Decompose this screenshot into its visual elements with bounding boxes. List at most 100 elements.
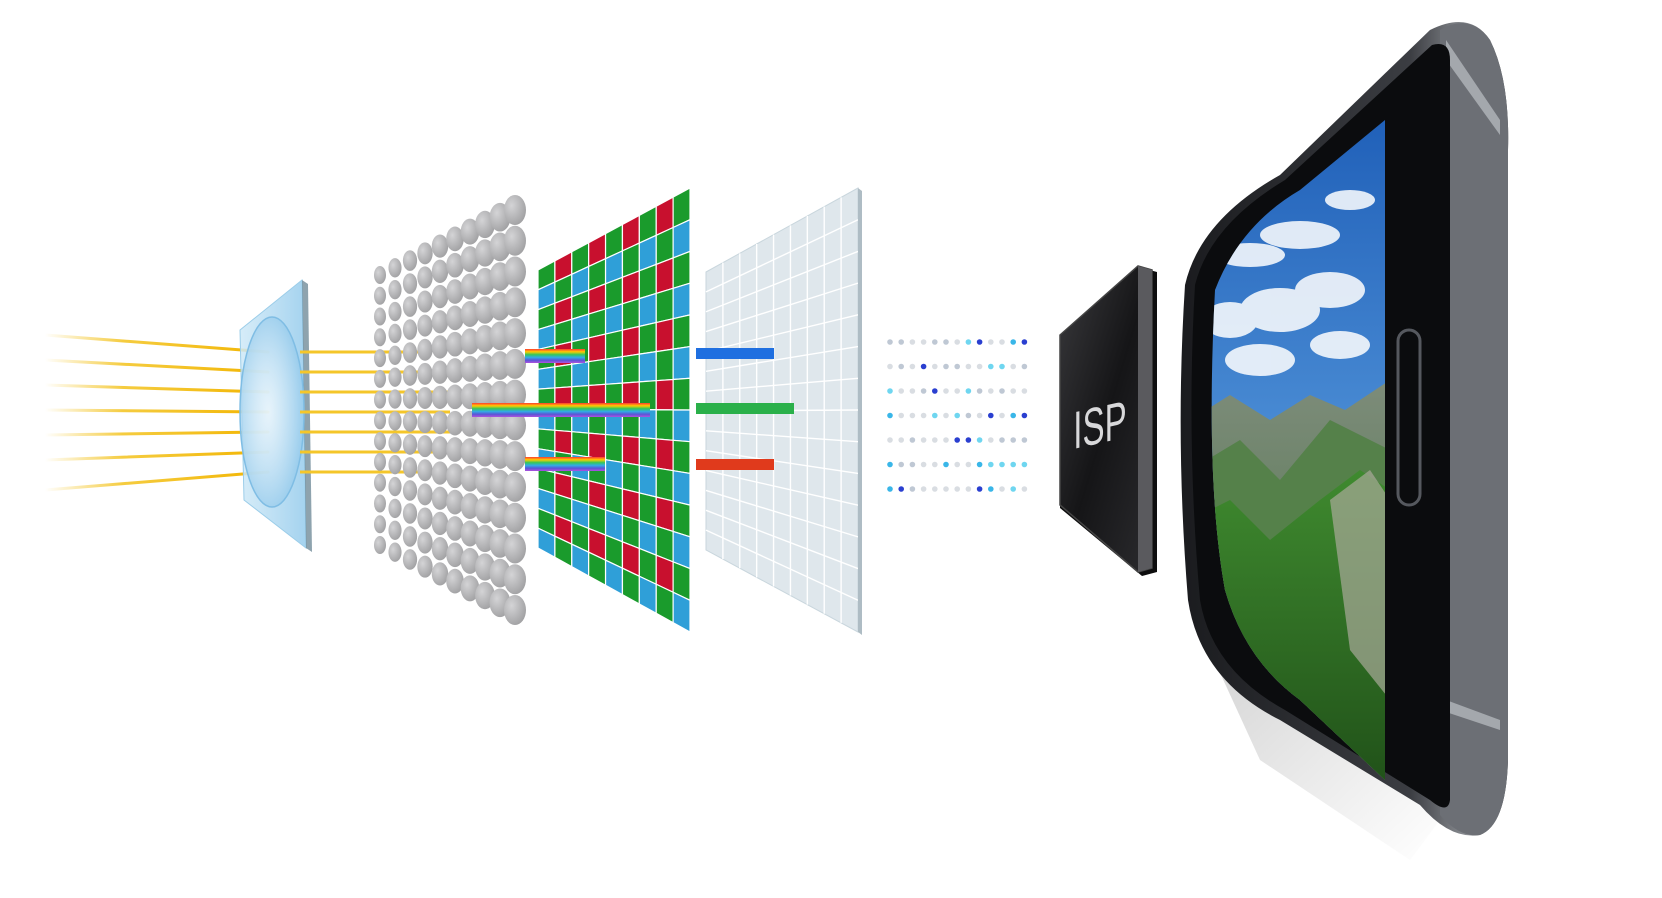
microlens-cell [402,526,418,547]
isp-chip-icon: ISP [1059,265,1157,576]
signal-dot [1021,388,1028,394]
signal-dot [976,339,983,345]
signal-dot [988,388,994,394]
signal-dot [887,339,893,345]
microlens-cell [402,319,418,340]
light-ray-icon [43,383,270,394]
color-filter-cell [604,355,624,385]
color-filter-cell [672,345,691,381]
microlens-cell [446,252,464,278]
microlens-cell [446,305,464,331]
signal-dot [1021,437,1028,443]
signal-dot [999,339,1005,345]
microlens-cell [374,369,386,388]
signal-dot [887,388,893,394]
microlens-cell [431,461,449,485]
color-filter-cell [588,308,607,339]
signal-dot [999,486,1005,492]
microlens-cell [402,480,418,501]
sensor-gridline [705,282,859,333]
microlens-cell [460,355,480,382]
signal-dot [943,412,949,419]
microlens-cell [504,595,526,625]
isp-label: ISP [1073,391,1126,461]
color-filter-cell [638,321,657,355]
light-ray-icon [43,333,270,354]
microlens-cell [504,533,526,564]
microlens-cell [431,259,449,283]
signal-dot [1010,437,1016,443]
microlens-cell [417,314,433,337]
microlens-cell [402,549,418,570]
microlens-cell [402,365,418,386]
signal-dot [887,486,893,492]
microlens-cell [388,520,402,541]
color-filter-cell [554,318,573,347]
signal-dot [898,461,904,468]
microlens-cell [417,386,433,409]
microlens-cell [475,324,495,353]
microlens-cell [388,433,402,453]
signal-dot [988,437,994,443]
microlens-cell [374,411,386,430]
color-filter-cell [638,263,657,300]
microlens-cell [446,358,464,383]
microlens-cell [460,410,480,437]
microlens-cell [388,411,402,431]
signal-dot [920,388,927,394]
microlens-cell [431,310,449,334]
microlens-cell [446,542,464,568]
color-filter-cell [672,314,691,350]
color-filter-cell [604,302,624,335]
microlens-cell [475,467,495,496]
signal-dot [932,388,938,394]
signal-dot [1021,461,1028,468]
home-button-icon [1396,328,1422,507]
signal-dot [887,461,893,468]
color-filter-cell [672,500,691,538]
color-filter-cell [672,250,691,290]
incoming-light-rays-icon [43,333,270,492]
color-filter-cell [537,366,556,390]
signal-dot [965,388,972,394]
signal-dot [988,486,994,492]
color-filter-cell [588,358,607,387]
microlens-cell [460,547,480,574]
signal-dot [988,412,994,419]
microlens-cell [431,486,449,510]
microlens-cell [374,452,386,471]
microlens-cell [388,389,402,409]
sensor-gridline [705,509,859,570]
color-filter-cell [655,467,674,502]
signal-dot [932,461,938,468]
signal-dot [954,339,960,345]
microlens-cell [374,328,386,347]
color-filter-cell [655,257,674,295]
microlens-cell [446,568,464,594]
color-filter-cell [554,429,573,455]
signal-dot [1021,412,1028,419]
microlens-cell [446,489,464,515]
color-filter-cell [571,313,590,343]
signal-dot [965,486,972,492]
microlens-cell [402,457,418,478]
signal-dot [1010,412,1016,419]
microlens-cell [460,246,480,273]
color-filter-cell [588,333,607,363]
light-ray-icon [43,470,270,492]
color-filter-cell [655,438,674,472]
signal-dot [920,437,927,443]
signal-dot [1010,486,1016,492]
color-filter-cell [537,428,556,453]
microlens-cell [431,360,449,384]
signal-dot [999,388,1005,394]
smartphone-icon [1180,22,1509,860]
microlens-cell [475,353,495,381]
microlens-cell [460,328,480,355]
signal-dot [988,363,994,370]
microlens-cell [417,435,433,458]
sensor-gridline [705,529,859,601]
microlens-cell [446,226,464,252]
microlens-cell [446,410,464,436]
microlens-cell [417,459,433,482]
